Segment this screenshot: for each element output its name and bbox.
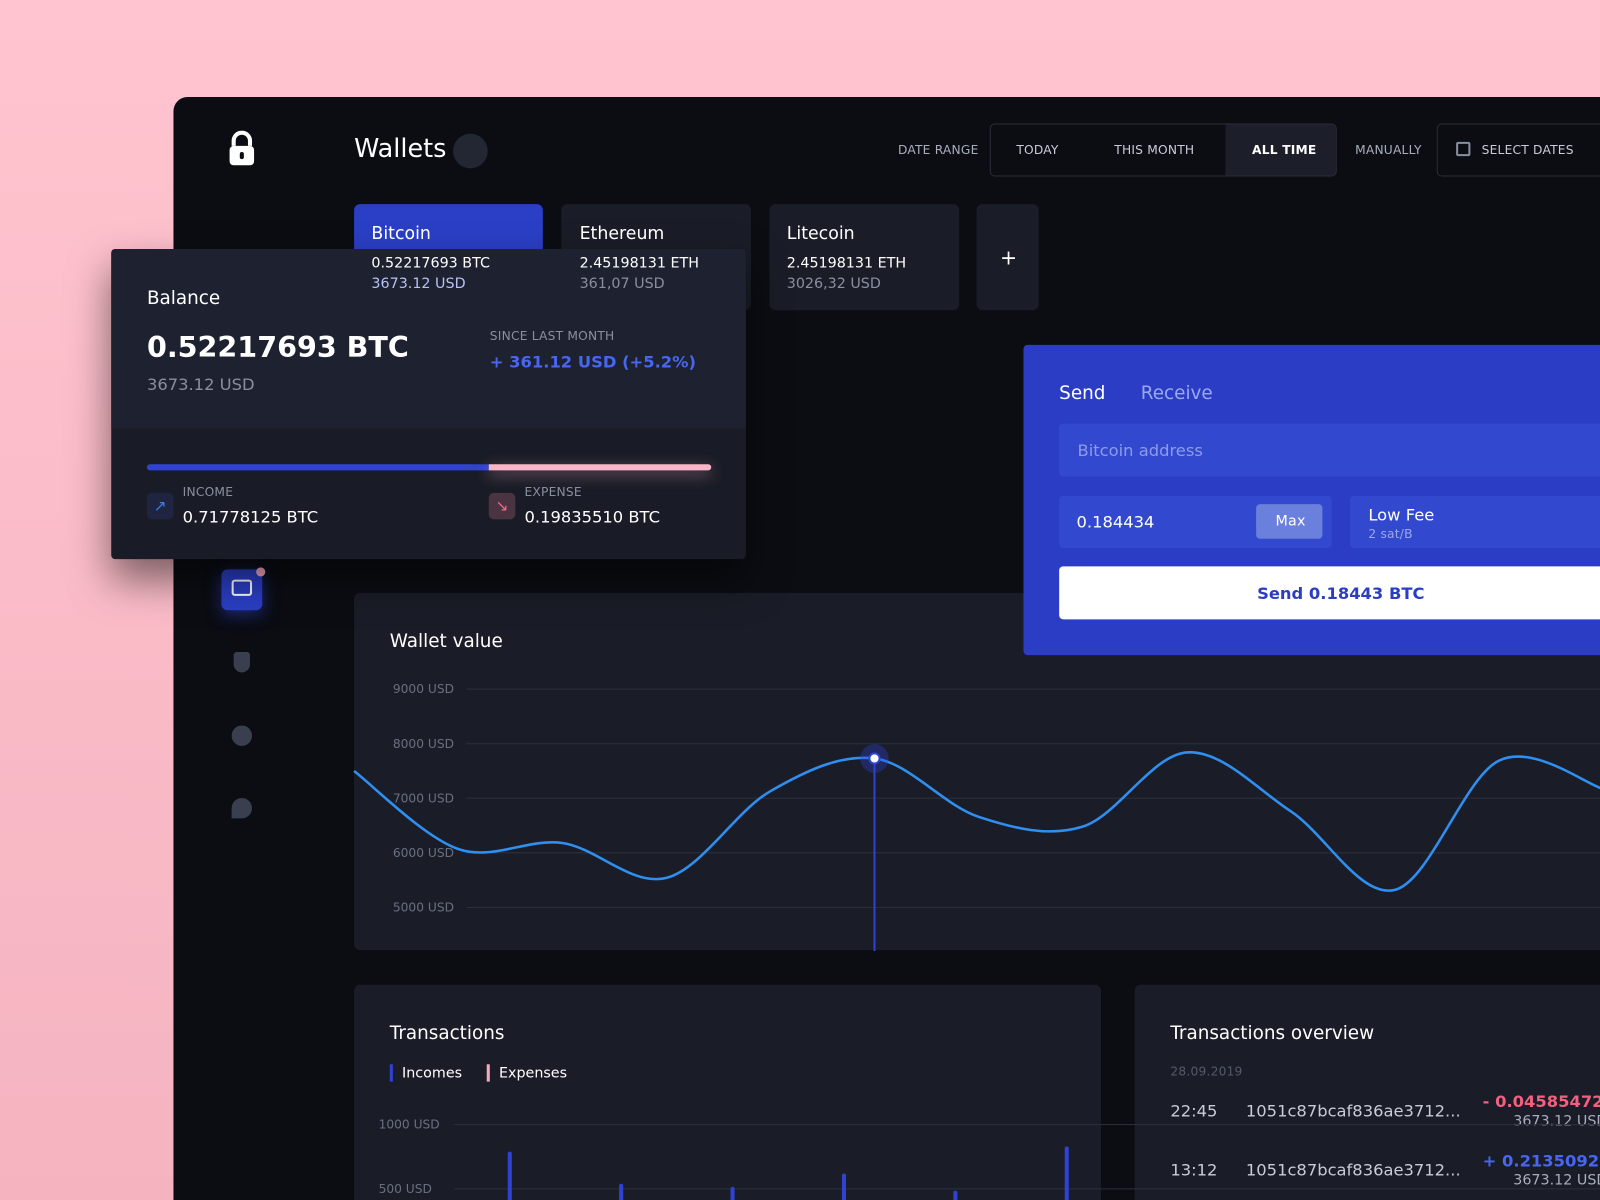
wallet-card[interactable]: [769, 204, 960, 311]
income-bar: [146, 464, 489, 471]
overview-title: Transactions overview: [1170, 1022, 1375, 1044]
tx-time: 13:12: [1170, 1160, 1218, 1180]
address-input[interactable]: [1059, 423, 1600, 477]
nav-wallet-icon: [231, 579, 253, 596]
receive-tab[interactable]: Receive: [1140, 382, 1213, 405]
wallet-amount: 2.45198131 ETH: [786, 255, 907, 272]
active-option-bg: [1225, 124, 1336, 176]
nav-wallet[interactable]: [221, 569, 263, 611]
add-wallet[interactable]: +: [999, 244, 1018, 270]
tx-usd: 3673.12 USD: [1513, 1113, 1600, 1130]
income: 0.71778125 BTC: [182, 507, 319, 527]
legend-label: Expenses: [498, 1065, 568, 1082]
overview-card: [1134, 984, 1600, 1200]
calendar-icon: [1456, 141, 1471, 157]
bar: [730, 1186, 735, 1200]
fee-rate: 2 sat/B: [1368, 526, 1413, 541]
wallet-usd: 361,07 USD: [579, 275, 665, 292]
add-wallet-card[interactable]: [976, 204, 1039, 311]
bar: [507, 1151, 512, 1200]
balance-top: [111, 248, 746, 429]
legend-label: Incomes: [402, 1065, 463, 1082]
y-tick-label: 500 USD: [379, 1182, 432, 1196]
tx-amount: - 0.04585472 BTC: [1482, 1091, 1600, 1112]
legend-swatch: [389, 1064, 393, 1082]
legend-swatch: [486, 1064, 490, 1082]
nav-shield[interactable]: [233, 652, 250, 673]
notification-dot: [256, 567, 266, 577]
send-button-label: Send 0.18443 BTC: [1257, 583, 1425, 604]
bar: [953, 1190, 958, 1200]
y-tick-label: 5000 USD: [393, 900, 454, 914]
point: [868, 752, 881, 765]
balance-usd: 3673.12 USD: [146, 374, 255, 394]
y-tick-label: 9000 USD: [393, 682, 454, 696]
wallet-amount: 0.52217693 BTC: [371, 255, 490, 272]
bar: [841, 1173, 846, 1200]
date-range-label: DATE RANGE: [897, 142, 979, 158]
transactions-card: [354, 984, 1102, 1200]
select-dates[interactable]: SELECT DATES: [1481, 142, 1574, 158]
collapse-button[interactable]: [453, 133, 488, 169]
date-range-group: [989, 123, 1337, 177]
expense-label: EXPENSE: [524, 484, 582, 499]
fee: Low Fee: [1368, 505, 1435, 525]
expense-icon: ↘: [488, 492, 516, 520]
y-tick-label: 1000 USD: [379, 1118, 440, 1132]
date-option[interactable]: THIS MONTH: [1114, 142, 1195, 158]
y-tick-label: 6000 USD: [393, 846, 454, 860]
send-panel: Send Receive Bitcoin address 0.184434 Ma…: [1023, 344, 1600, 656]
date-option[interactable]: TODAY: [1016, 142, 1059, 158]
chart-title: Wallet value: [389, 630, 503, 653]
send-button[interactable]: [1059, 566, 1600, 620]
nav-settings[interactable]: [231, 725, 253, 746]
wallet-name: Ethereum: [579, 223, 665, 244]
wallet-name: Bitcoin: [371, 223, 431, 244]
y-tick-label: 8000 USD: [393, 737, 454, 751]
fee-select[interactable]: [1349, 495, 1600, 548]
tx-hash: 1051c87bcaf836ae3712...: [1245, 1160, 1461, 1180]
address-placeholder: Bitcoin address: [1077, 440, 1203, 461]
bar: [619, 1183, 624, 1200]
expense: 0.19835510 BTC: [524, 507, 660, 527]
wallet-name: Litecoin: [786, 223, 855, 244]
y-tick-label: 7000 USD: [393, 791, 454, 805]
max-label: Max: [1275, 513, 1306, 530]
since-label: SINCE LAST MONTH: [489, 328, 615, 343]
overview-date: 28.09.2019: [1170, 1064, 1243, 1079]
tx-hash: 1051c87bcaf836ae3712...: [1245, 1101, 1461, 1121]
tx-usd: 3673.12 USD: [1513, 1172, 1600, 1189]
line: [353, 751, 1600, 892]
balance-title: Balance: [146, 287, 221, 310]
wallet-usd: 3673.12 USD: [371, 275, 466, 292]
max-button[interactable]: [1256, 504, 1323, 539]
lock-logo: [229, 130, 255, 166]
balance-amount: 0.52217693 BTC: [146, 330, 409, 365]
balance-card: Balance 0.52217693 BTC 3673.12 USD SINCE…: [111, 248, 746, 560]
nav-help[interactable]: [231, 797, 253, 819]
wallet-amount: 2.45198131 ETH: [579, 255, 699, 272]
tx-amount: + 0.21350926 BTC: [1482, 1151, 1600, 1171]
page-title: Wallets: [354, 133, 447, 164]
since-value: + 361.12 USD (+5.2%): [489, 352, 696, 372]
tx-time: 22:45: [1170, 1101, 1218, 1121]
select-dates-box[interactable]: [1436, 123, 1600, 177]
amount: 0.184434: [1076, 512, 1155, 532]
income-icon: ↗: [146, 492, 174, 520]
expense-bar: [488, 464, 712, 471]
manually-label: MANUALLY: [1355, 142, 1422, 158]
income-label: INCOME: [182, 484, 234, 499]
bar: [1064, 1146, 1069, 1200]
chart-title: Transactions: [389, 1022, 505, 1044]
wallet-usd: 3026,32 USD: [786, 275, 881, 292]
send-tab[interactable]: Send: [1059, 382, 1106, 405]
date-option[interactable]: ALL TIME: [1252, 142, 1317, 158]
